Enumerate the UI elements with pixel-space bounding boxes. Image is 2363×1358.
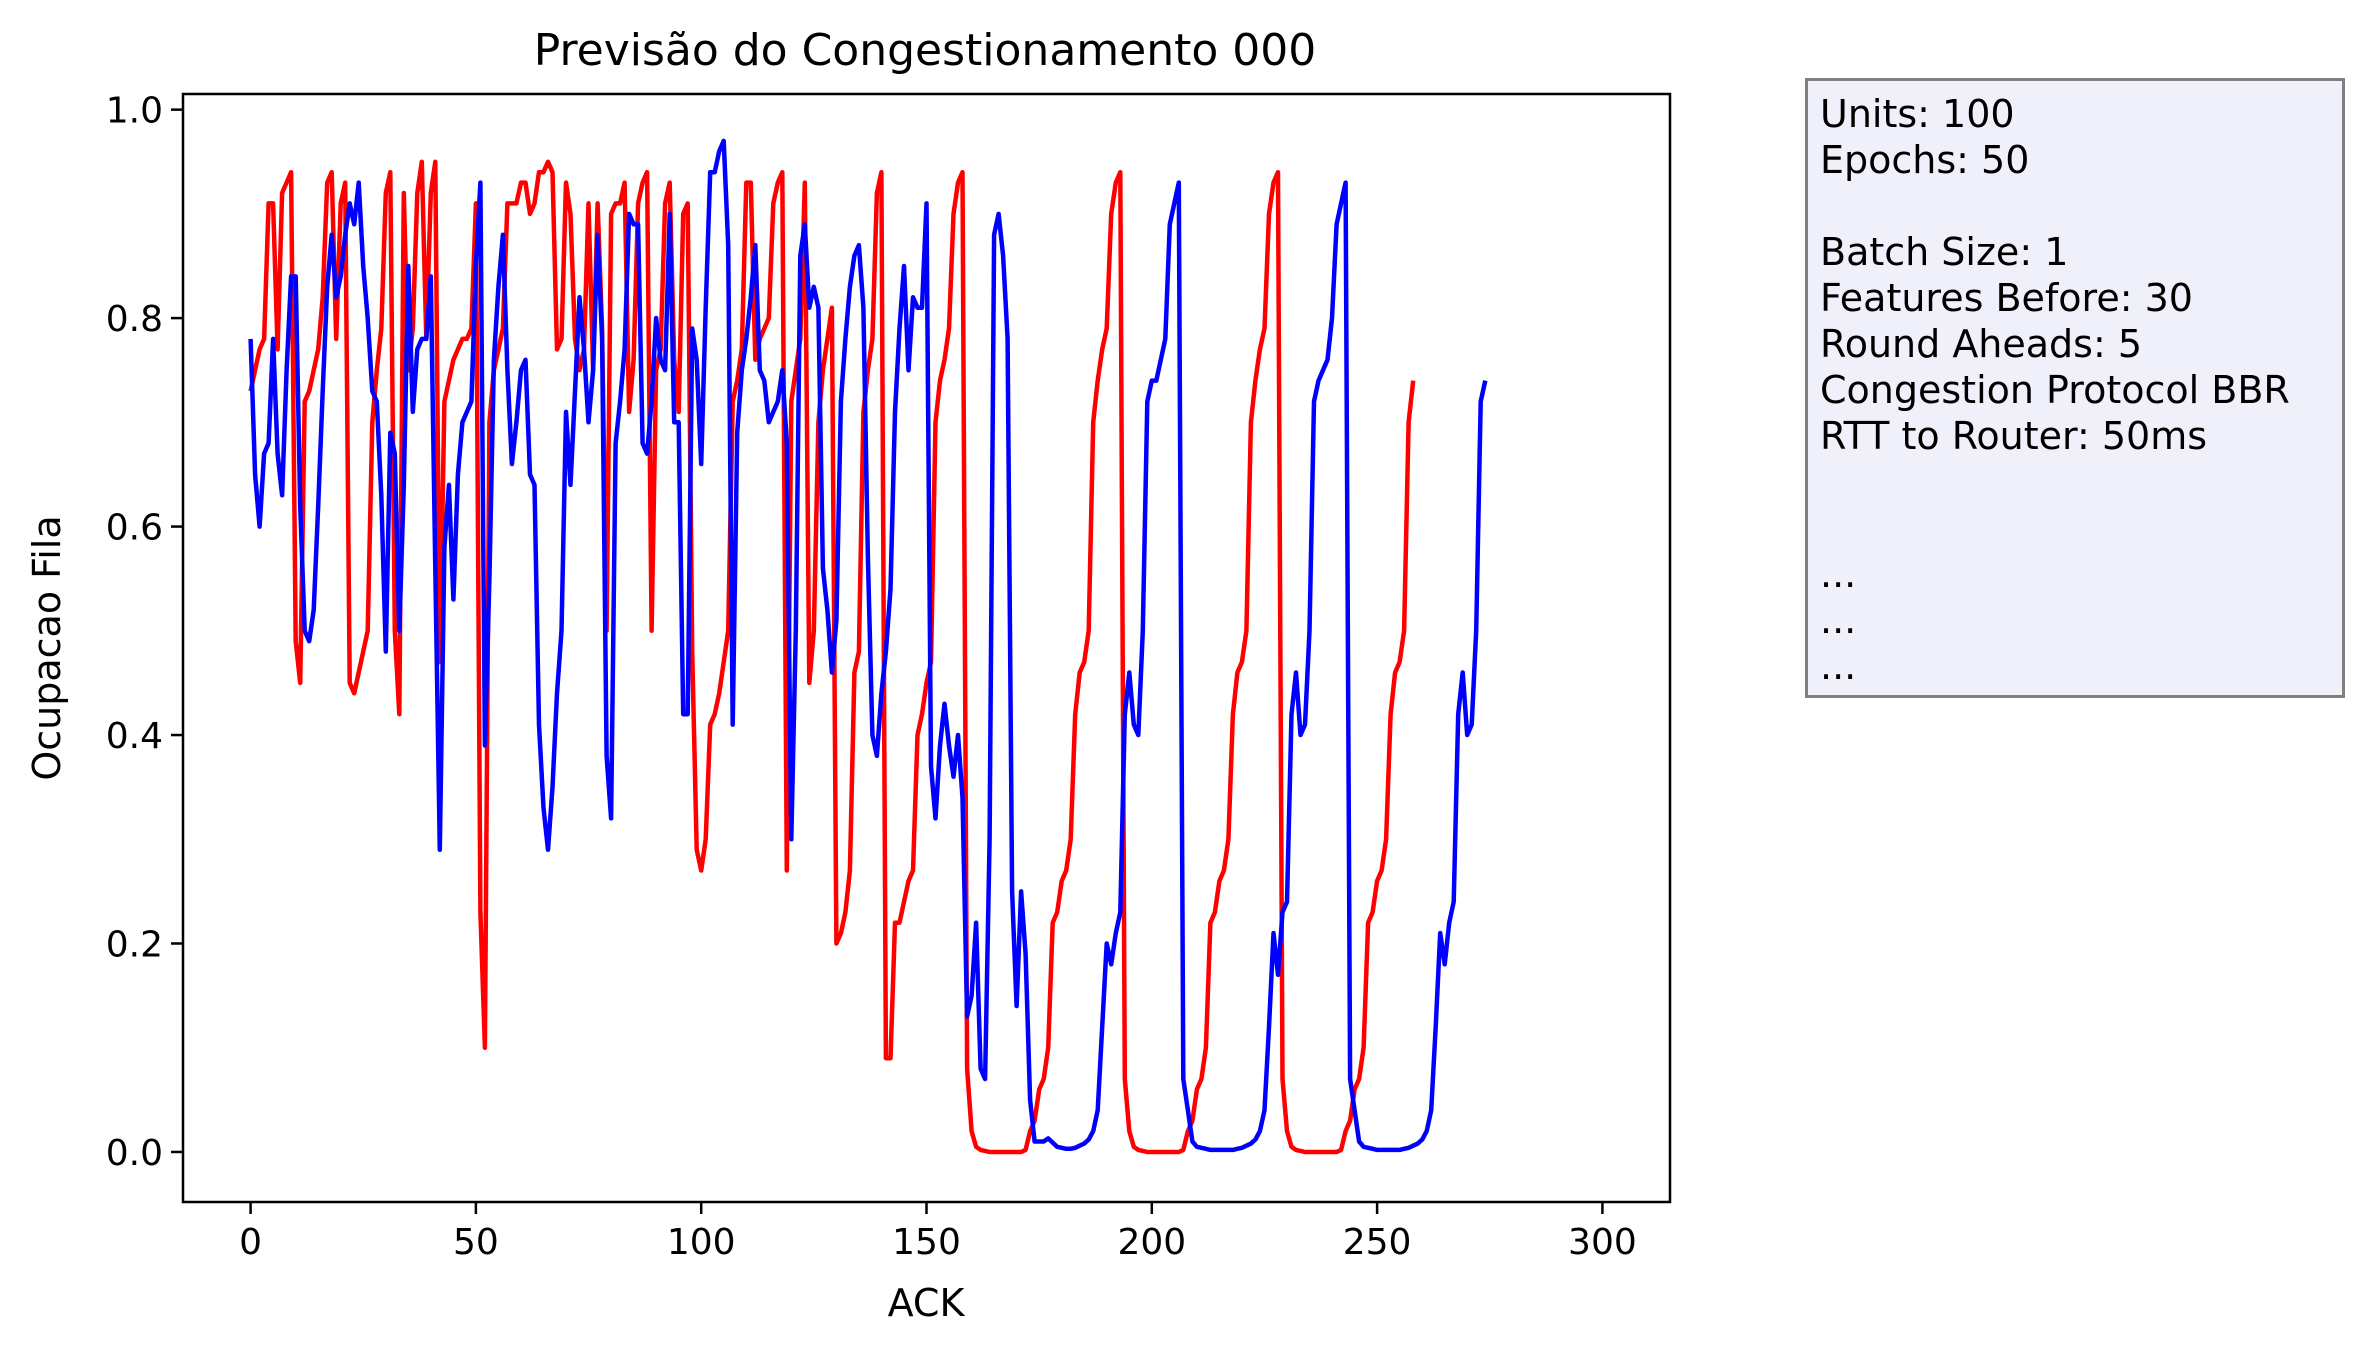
info-line: RTT to Router: 50ms — [1820, 414, 2208, 458]
x-tick-label: 150 — [892, 1222, 961, 1263]
x-tick-label: 300 — [1568, 1222, 1637, 1263]
info-line: Units: 100 — [1820, 92, 2015, 136]
y-tick-label: 0.6 — [106, 508, 163, 549]
chart: Previsão do Congestionamento 000 0 50 100 1… — [25, 25, 1672, 1325]
info-line — [1820, 505, 2330, 551]
chart-title: Previsão do Congestionamento 000 — [534, 25, 1317, 76]
x-tick-label: 200 — [1117, 1222, 1186, 1263]
x-axis: 0 50 100 150 200 250 300 — [239, 1202, 1637, 1263]
info-line: Features Before: 30 — [1820, 276, 2193, 320]
y-axis-label: Ocupacao Fila — [25, 515, 69, 780]
x-tick-label: 0 — [239, 1222, 262, 1263]
y-axis: 0.0 0.2 0.4 0.6 0.8 1.0 — [106, 91, 183, 1174]
plot-area — [248, 138, 1488, 1155]
info-line — [1820, 459, 2330, 505]
info-line: ... — [1820, 598, 1857, 642]
x-axis-label: ACK — [888, 1281, 966, 1325]
info-line: Batch Size: 1 — [1820, 230, 2069, 274]
info-line — [1820, 183, 2330, 229]
y-tick-label: 0.2 — [106, 925, 163, 966]
info-line: Congestion Protocol BBR — [1820, 368, 2290, 412]
x-tick-label: 50 — [453, 1222, 499, 1263]
info-line: Epochs: 50 — [1820, 138, 2030, 182]
info-line: Round Aheads: 5 — [1820, 322, 2143, 366]
series-line-1 — [248, 159, 1416, 1155]
y-tick-label: 0.0 — [106, 1133, 163, 1174]
series-line-2 — [248, 138, 1488, 1153]
model-info-box: Units: 100 Epochs: 50 Batch Size: 1 Feature… — [1805, 78, 2345, 698]
x-tick-label: 100 — [667, 1222, 736, 1263]
y-tick-label: 0.8 — [106, 299, 163, 340]
y-tick-label: 0.4 — [106, 716, 163, 757]
info-line: ... — [1820, 552, 1857, 596]
info-line: ... — [1820, 644, 1857, 688]
y-tick-label: 1.0 — [106, 91, 163, 132]
x-tick-label: 250 — [1343, 1222, 1412, 1263]
